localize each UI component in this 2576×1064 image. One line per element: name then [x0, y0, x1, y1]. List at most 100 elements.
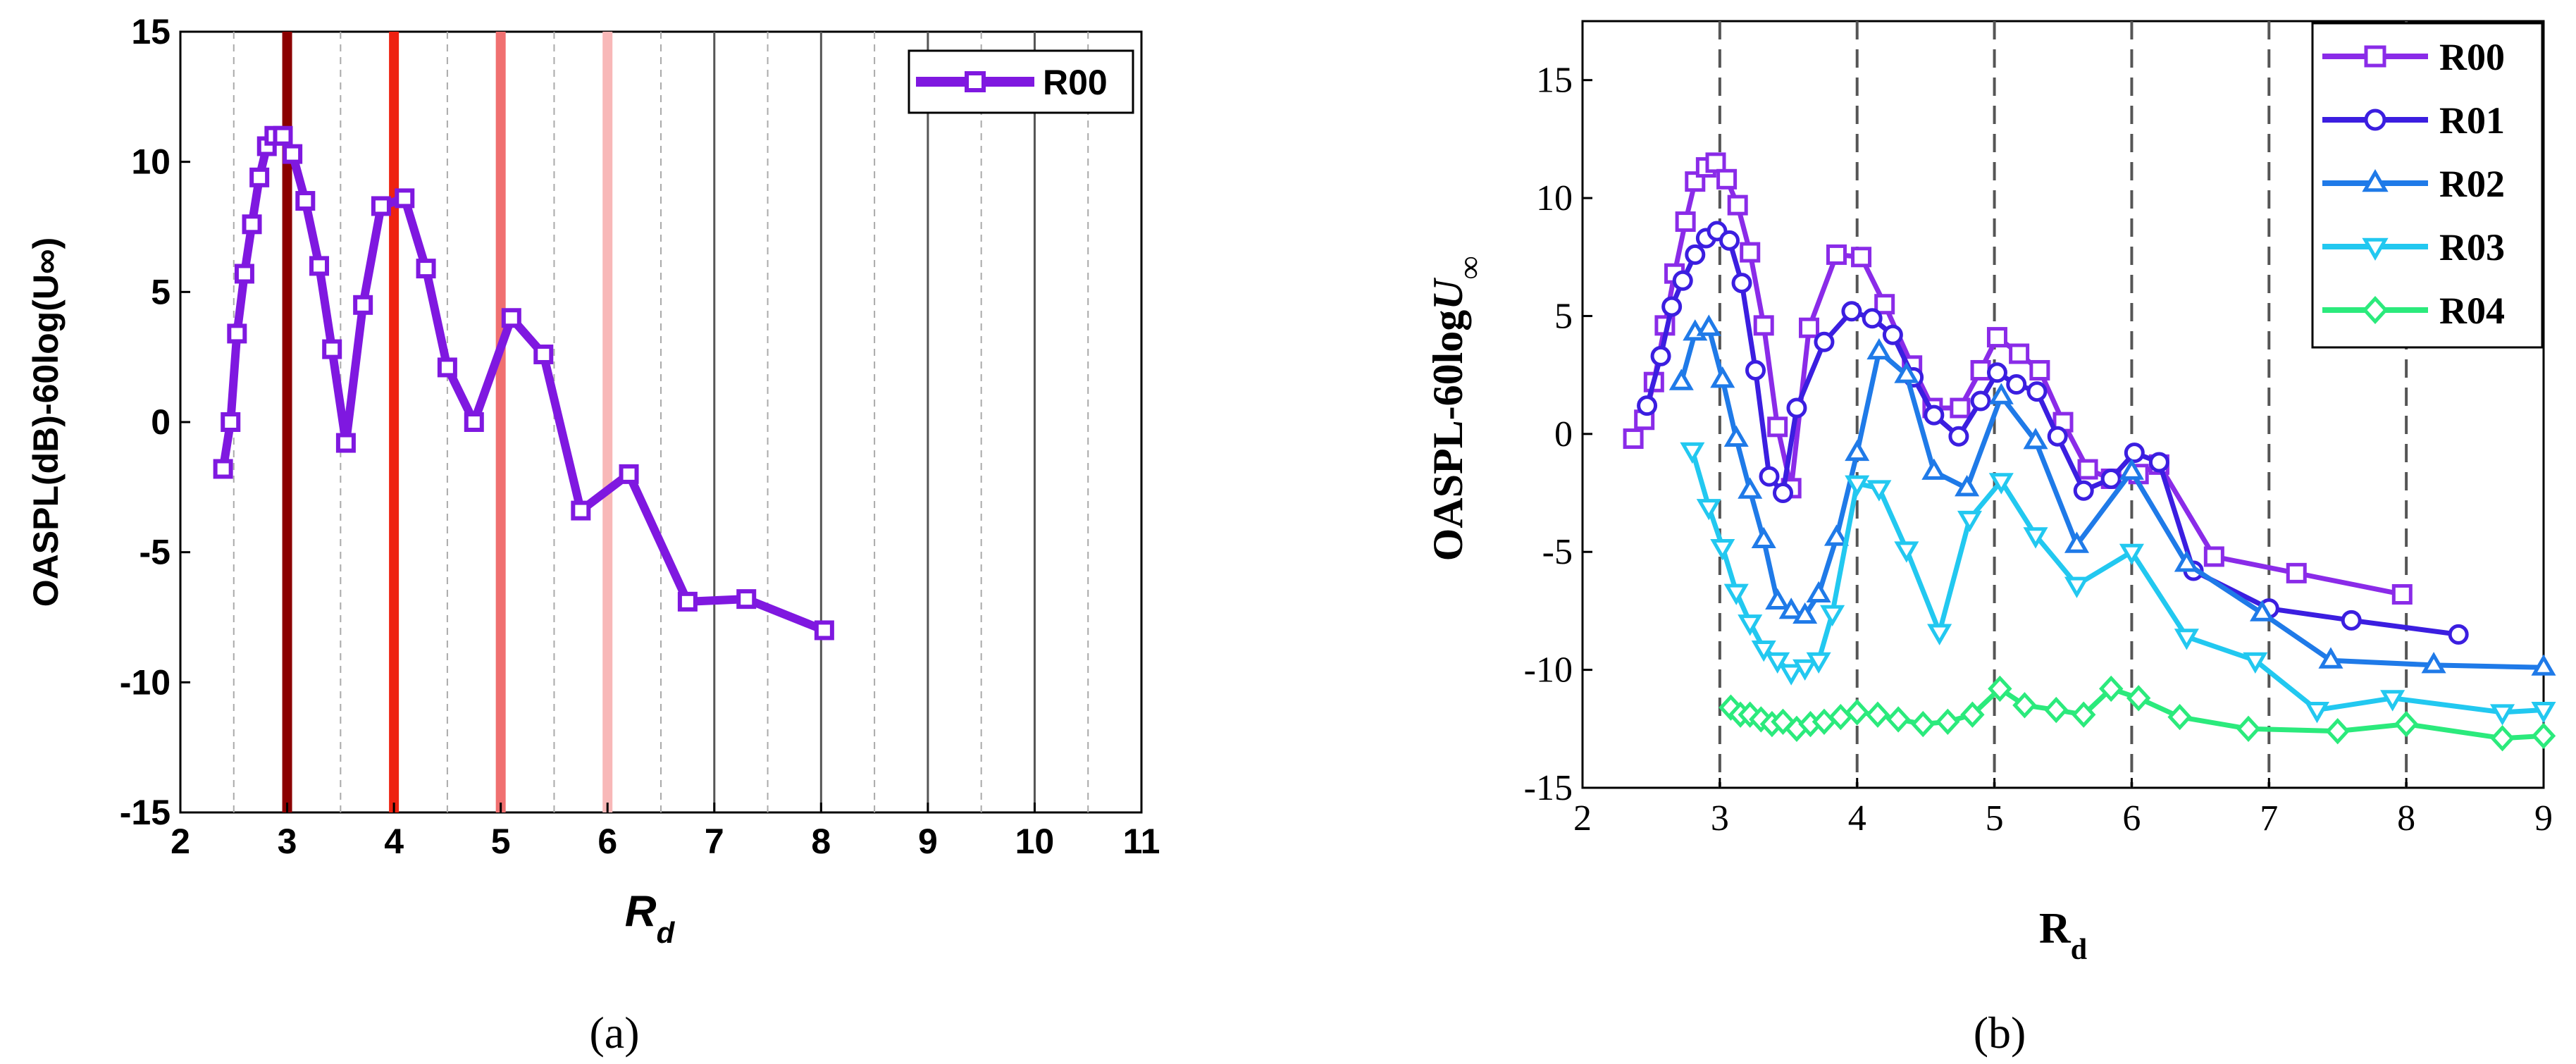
- data-point-R02: [2064, 531, 2090, 553]
- data-point-R00: [213, 459, 233, 479]
- data-point-R02: [1894, 361, 1919, 383]
- legend-marker-R04: [2362, 296, 2389, 324]
- data-point-R00: [335, 433, 356, 453]
- data-point-R02: [1845, 439, 1870, 462]
- data-point-R02: [1738, 477, 1763, 499]
- x-tick-label: 7: [705, 822, 724, 861]
- data-point-R04: [1960, 701, 1985, 728]
- y-axis-label-a: OASPL(dB)-60log(U∞): [26, 237, 66, 607]
- data-point-R01: [1637, 395, 1658, 416]
- data-point-R00: [501, 308, 521, 328]
- caption-b: (b): [1974, 1008, 2026, 1058]
- data-point-R01: [1745, 359, 1766, 381]
- data-point-R01: [1862, 308, 1883, 329]
- data-point-R04: [1771, 708, 1795, 735]
- data-point-R04: [1865, 701, 1890, 728]
- data-point-R04: [2167, 703, 2192, 731]
- data-point-R04: [2126, 685, 2151, 712]
- data-point-R00: [619, 464, 639, 484]
- data-point-R02: [2421, 652, 2446, 674]
- data-point-R04: [2236, 715, 2261, 743]
- data-point-R04: [1988, 675, 2012, 703]
- y-tick-label: 10: [131, 142, 171, 182]
- data-point-R01: [1948, 426, 1969, 447]
- data-point-R04: [2099, 675, 2124, 703]
- data-point-R00: [221, 412, 241, 432]
- y-tick-label: -15: [1524, 768, 1573, 808]
- data-point-R02: [1988, 383, 2014, 404]
- data-point-R03: [2064, 576, 2090, 598]
- data-point-R02: [1778, 598, 1804, 619]
- data-point-R01: [1924, 404, 1945, 426]
- data-point-R02: [2119, 458, 2144, 480]
- series-line-R02: [1678, 325, 2544, 670]
- data-point-R00: [295, 191, 316, 211]
- y-tick-label: -10: [120, 662, 171, 702]
- y-tick-label: 15: [131, 12, 171, 51]
- data-point-R02: [2174, 550, 2199, 572]
- data-point-R00: [283, 144, 303, 164]
- data-point-R00: [1970, 359, 1991, 381]
- x-tick-label: 9: [2534, 798, 2553, 839]
- y-tick-label: 0: [1554, 414, 1573, 454]
- data-point-R03: [1894, 541, 1919, 563]
- data-point-R00: [464, 412, 484, 432]
- data-point-R04: [2012, 692, 2037, 719]
- data-point-R00: [322, 339, 342, 359]
- data-point-R00: [2391, 583, 2413, 605]
- x-tick-label: 5: [491, 822, 511, 861]
- data-point-R00: [2009, 343, 2030, 364]
- data-point-R00: [1685, 171, 1706, 192]
- data-point-R01: [2006, 374, 2027, 395]
- y-tick-label: 15: [1536, 61, 1573, 101]
- data-point-R01: [1719, 230, 1740, 251]
- data-point-R01: [2448, 624, 2469, 645]
- data-point-R00: [1826, 244, 1847, 265]
- data-point-R00: [309, 256, 330, 276]
- data-point-R01: [2047, 426, 2068, 447]
- ticks-b: 2 3 4 5 6 7 8 9 -15 -10 -5 0 5 10 15: [1524, 61, 2553, 839]
- data-point-R03: [1927, 624, 1952, 645]
- data-point-R03: [2531, 702, 2556, 724]
- data-point-R03: [1845, 475, 1870, 497]
- gridlines-b: [1718, 21, 2408, 788]
- data-point-R00: [395, 188, 415, 209]
- data-point-R00: [1851, 247, 1872, 268]
- data-point-R00: [677, 591, 698, 612]
- data-point-R00: [242, 214, 262, 235]
- data-point-R03: [1765, 652, 1790, 674]
- data-point-R04: [2394, 710, 2419, 738]
- data-point-R03: [1778, 664, 1804, 686]
- gridlines-a: [233, 32, 1089, 812]
- data-point-R00: [533, 344, 554, 364]
- data-point-R02: [2023, 428, 2048, 450]
- data-point-R04: [1936, 708, 1960, 735]
- data-point-R00: [736, 589, 757, 610]
- data-point-R01: [1841, 301, 1862, 322]
- data-point-R03: [1988, 473, 2014, 495]
- data-point-R01: [1986, 362, 2007, 383]
- data-point-R01: [1685, 244, 1706, 265]
- data-point-R02: [1921, 458, 1947, 480]
- series-group-a: [213, 125, 834, 641]
- data-point-R02: [1792, 602, 1818, 624]
- data-point-R00: [2077, 459, 2098, 480]
- data-point-R00: [1740, 242, 1761, 263]
- legend-label-R03: R03: [2439, 226, 2505, 268]
- y-tick-label: 5: [1554, 296, 1573, 336]
- data-point-R01: [1672, 270, 1693, 291]
- data-point-R01: [1772, 483, 1793, 504]
- data-point-R03: [2119, 543, 2144, 566]
- highlight-lines-a: [282, 32, 1036, 812]
- x-tick-label: 8: [811, 822, 831, 861]
- data-point-R04: [1911, 710, 1936, 738]
- caption-a: (a): [589, 1008, 639, 1058]
- data-point-R03: [1723, 583, 1749, 605]
- data-point-R04: [2044, 696, 2069, 724]
- legend-label-R02: R02: [2439, 163, 2505, 205]
- data-point-R01: [1650, 345, 1671, 366]
- data-point-R03: [1751, 640, 1776, 662]
- data-point-R03: [2174, 629, 2199, 650]
- data-point-R02: [2318, 647, 2343, 669]
